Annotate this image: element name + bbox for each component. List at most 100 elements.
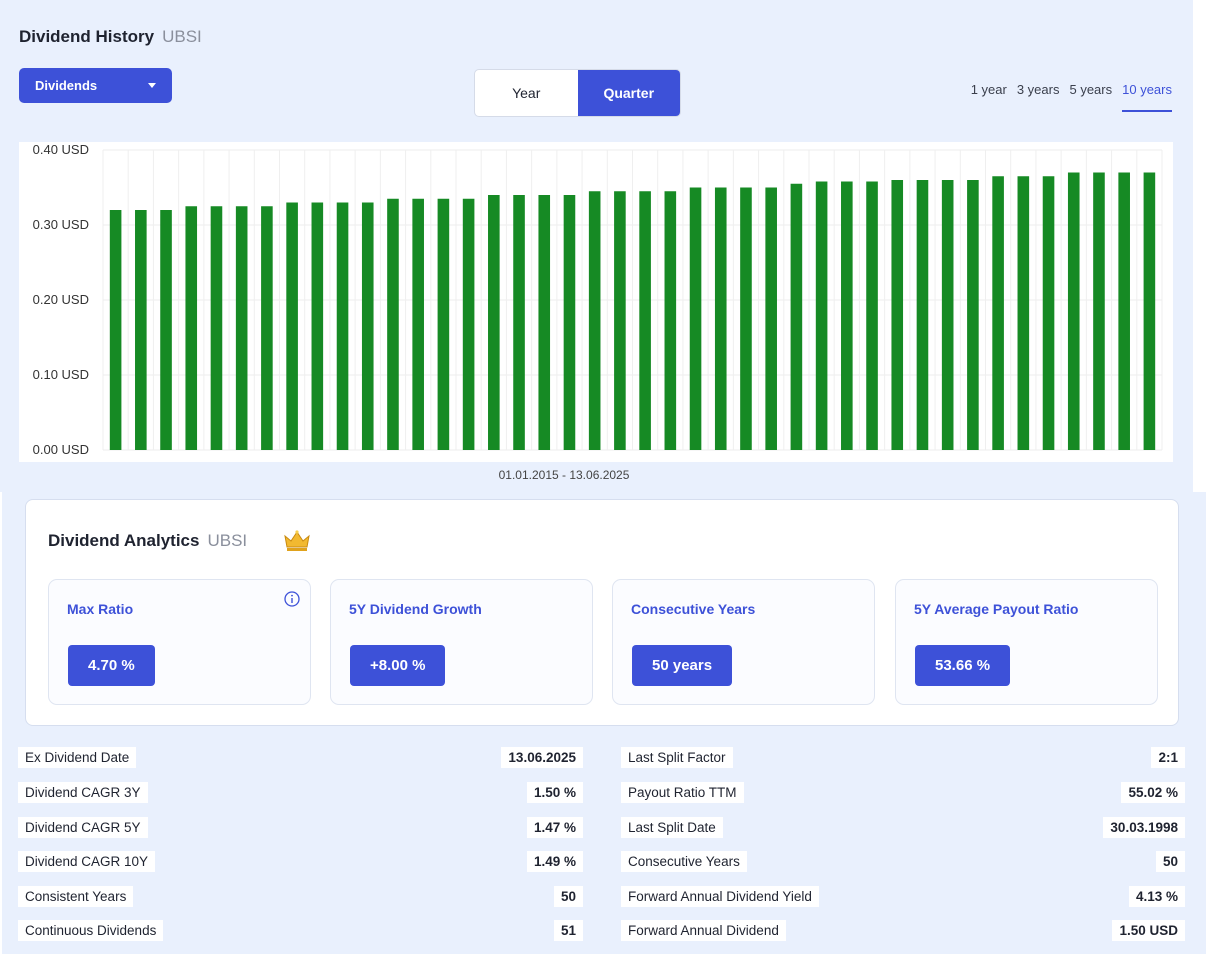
history-title: Dividend History UBSI: [19, 27, 202, 46]
stat-label: Last Split Date: [621, 817, 723, 838]
stat-label: Forward Annual Dividend Yield: [621, 886, 819, 907]
dividend-bar[interactable]: [513, 195, 525, 450]
dividend-bar[interactable]: [639, 191, 651, 450]
dividend-bar[interactable]: [916, 180, 929, 450]
dividend-bar[interactable]: [664, 191, 677, 450]
range-1-year[interactable]: 1 year: [970, 82, 1007, 97]
chart-svg: 0.00 USD 0.10 USD 0.20 USD 0.30 USD 0.40 USD: [33, 142, 1163, 457]
stat-value: 2:1: [1151, 747, 1185, 768]
stat-row: Consecutive Years 50: [621, 851, 1185, 872]
dividend-bar[interactable]: [361, 202, 374, 451]
stat-row: Dividend CAGR 10Y 1.49 %: [18, 851, 583, 872]
dividend-bar-chart: 0.00 USD 0.10 USD 0.20 USD 0.30 USD 0.40 USD: [19, 142, 1173, 462]
range-tabs: 1 year 3 years 5 years 10 years: [971, 82, 1172, 112]
y-tick-label: 0.10 USD: [33, 367, 89, 382]
dividend-bar[interactable]: [815, 181, 828, 451]
dividend-bar[interactable]: [765, 187, 777, 451]
dividend-bar[interactable]: [740, 187, 752, 451]
stat-value: 1.50 USD: [1112, 920, 1185, 941]
stat-label: Dividend CAGR 3Y: [18, 782, 148, 803]
dividend-bar[interactable]: [185, 206, 198, 450]
dividend-bar[interactable]: [1042, 176, 1055, 450]
dividend-bar[interactable]: [1143, 172, 1156, 451]
kpi-label: 5Y Dividend Growth: [349, 601, 482, 617]
toggle-quarter[interactable]: Quarter: [577, 70, 680, 116]
dividend-bar[interactable]: [588, 191, 601, 450]
stat-value: 51: [553, 920, 583, 941]
kpi-value: 53.66 %: [915, 645, 1011, 686]
dividend-analytics-section: Dividend Analytics UBSI Max Ratio 4.70 % …: [2, 492, 1206, 954]
kpi-label: 5Y Average Payout Ratio: [914, 601, 1079, 617]
dividend-bar[interactable]: [714, 187, 727, 451]
dividend-bar[interactable]: [235, 206, 248, 450]
dividend-bar[interactable]: [286, 202, 298, 451]
stat-value: 1.49 %: [526, 851, 583, 872]
toggle-year[interactable]: Year: [512, 85, 541, 101]
dividend-bar[interactable]: [614, 191, 626, 450]
dividend-bar[interactable]: [841, 181, 853, 451]
dividend-bar[interactable]: [135, 210, 147, 450]
dividend-bar[interactable]: [790, 183, 803, 450]
stat-value: 1.50 %: [526, 782, 583, 803]
dividend-bar[interactable]: [563, 195, 576, 450]
kpi-label: Max Ratio: [67, 601, 134, 617]
kpi-value: 4.70 %: [68, 645, 155, 686]
kpi-max-ratio: Max Ratio 4.70 %: [48, 579, 311, 705]
dividend-bar[interactable]: [109, 210, 122, 450]
history-ticker: UBSI: [162, 27, 202, 46]
analytics-ticker: UBSI: [207, 531, 248, 550]
stat-row: Ex Dividend Date 13.06.2025: [18, 747, 583, 768]
dividend-bar[interactable]: [1118, 172, 1130, 451]
dividend-bar[interactable]: [387, 198, 399, 450]
y-tick-label: 0.30 USD: [33, 217, 89, 232]
metric-dropdown[interactable]: Dividends: [19, 68, 172, 103]
dividend-bar[interactable]: [210, 206, 223, 450]
dividend-bar[interactable]: [941, 180, 954, 450]
stat-row: Last Split Date 30.03.1998: [621, 817, 1185, 838]
stat-row: Payout Ratio TTM 55.02 %: [621, 782, 1185, 803]
dividend-bar[interactable]: [311, 202, 324, 451]
dividend-history-panel: Dividend History UBSI Dividends Year Quar…: [0, 0, 1193, 492]
range-3-years[interactable]: 3 years: [1016, 82, 1060, 97]
dividend-bar[interactable]: [1067, 172, 1080, 451]
stat-row: Dividend CAGR 5Y 1.47 %: [18, 817, 583, 838]
range-5-years[interactable]: 5 years: [1069, 82, 1113, 97]
dividend-bar[interactable]: [462, 198, 475, 450]
dividend-bar[interactable]: [160, 210, 172, 450]
chart-date-range: 01.01.2015 - 13.06.2025: [498, 468, 630, 482]
dividend-bar[interactable]: [891, 180, 904, 450]
stat-value: 30.03.1998: [1103, 817, 1185, 838]
dividend-bar[interactable]: [1017, 176, 1030, 450]
dividend-bar[interactable]: [261, 206, 273, 450]
analytics-title: Dividend Analytics UBSI: [48, 531, 248, 550]
stat-row: Continuous Dividends 51: [18, 920, 583, 941]
stat-label: Last Split Factor: [621, 747, 733, 768]
stat-row: Dividend CAGR 3Y 1.50 %: [18, 782, 583, 803]
stat-row: Forward Annual Dividend Yield 4.13 %: [621, 886, 1185, 907]
metric-dropdown-label: Dividends: [35, 78, 98, 93]
kpi-5y-average-payout-ratio: 5Y Average Payout Ratio 53.66 %: [895, 579, 1158, 705]
stat-label: Payout Ratio TTM: [621, 782, 744, 803]
dividend-bar[interactable]: [1093, 172, 1105, 451]
dividend-bar[interactable]: [412, 198, 424, 450]
dividend-bar[interactable]: [488, 195, 500, 450]
dividend-bar[interactable]: [538, 195, 551, 450]
y-tick-label: 0.20 USD: [33, 292, 89, 307]
kpi-consecutive-years: Consecutive Years 50 years: [612, 579, 875, 705]
dividend-bar[interactable]: [992, 176, 1004, 450]
stat-value: 55.02 %: [1121, 782, 1185, 803]
stat-label: Consecutive Years: [621, 851, 747, 872]
dividend-bar[interactable]: [866, 181, 878, 451]
stat-label: Forward Annual Dividend: [621, 920, 786, 941]
dividend-bar[interactable]: [336, 202, 349, 451]
info-icon[interactable]: [284, 591, 300, 607]
dividend-bar[interactable]: [437, 198, 450, 450]
stat-label: Dividend CAGR 5Y: [18, 817, 148, 838]
y-tick-label: 0.00 USD: [33, 442, 89, 457]
y-tick-label: 0.40 USD: [33, 142, 89, 157]
dividend-bar[interactable]: [967, 180, 979, 450]
dividend-bar[interactable]: [689, 187, 702, 451]
stat-row: Forward Annual Dividend 1.50 USD: [621, 920, 1185, 941]
stat-row: Last Split Factor 2:1: [621, 747, 1185, 768]
range-10-years[interactable]: 10 years: [1122, 82, 1172, 112]
